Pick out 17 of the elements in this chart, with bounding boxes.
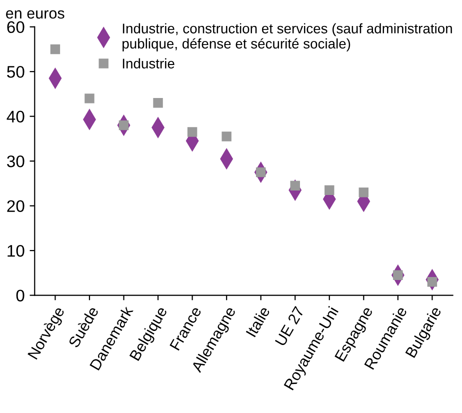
- y-tick-label: 40: [6, 110, 24, 123]
- legend-label: Industrie: [122, 58, 174, 68]
- point: [153, 98, 163, 108]
- point: [84, 94, 94, 104]
- y-tick-label: 0: [16, 290, 24, 302]
- y-tick-label: 10: [8, 244, 24, 257]
- y-axis-title: en euros: [6, 10, 64, 19]
- y-tick-label: 20: [7, 200, 24, 212]
- y-tick-label: 60: [7, 21, 24, 34]
- point: [50, 44, 60, 54]
- y-tick-label: 50: [7, 66, 24, 78]
- point: [222, 132, 232, 142]
- legend-label: Industrie, construction et services (sauf administration publique, défense et sécurité sociale): [122, 23, 452, 52]
- y-tick-label: 30: [7, 155, 24, 168]
- point: [187, 127, 198, 137]
- point: [324, 185, 334, 196]
- point: [358, 188, 369, 198]
